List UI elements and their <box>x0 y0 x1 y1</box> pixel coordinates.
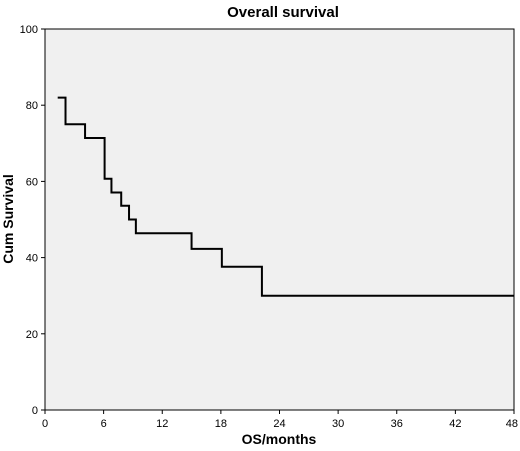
survival-curve <box>57 96 514 297</box>
x-tick-label: 6 <box>101 418 107 430</box>
x-tick-label: 36 <box>391 418 403 430</box>
y-tick-label: 0 <box>32 405 38 417</box>
y-tick-label: 40 <box>26 253 38 265</box>
chart-title: Overall survival <box>227 4 339 21</box>
y-tick-label: 60 <box>26 176 38 188</box>
plot-area <box>44 28 515 411</box>
x-tick-label: 12 <box>156 418 168 430</box>
x-tick-label: 48 <box>506 418 518 430</box>
x-tick-label: 18 <box>215 418 227 430</box>
x-axis: 0 6 12 18 24 30 36 42 48 <box>42 410 518 430</box>
x-tick-label: 24 <box>273 418 285 430</box>
y-axis: 0 20 40 60 80 100 <box>20 24 45 417</box>
x-tick-label: 42 <box>449 418 461 430</box>
y-axis-label: Cum Survival <box>0 174 16 263</box>
y-tick-label: 80 <box>26 100 38 112</box>
x-tick-label: 30 <box>332 418 344 430</box>
y-tick-label: 100 <box>20 24 38 36</box>
x-axis-label: OS/months <box>242 431 317 447</box>
y-tick-label: 20 <box>26 329 38 341</box>
x-tick-label: 0 <box>42 418 48 430</box>
